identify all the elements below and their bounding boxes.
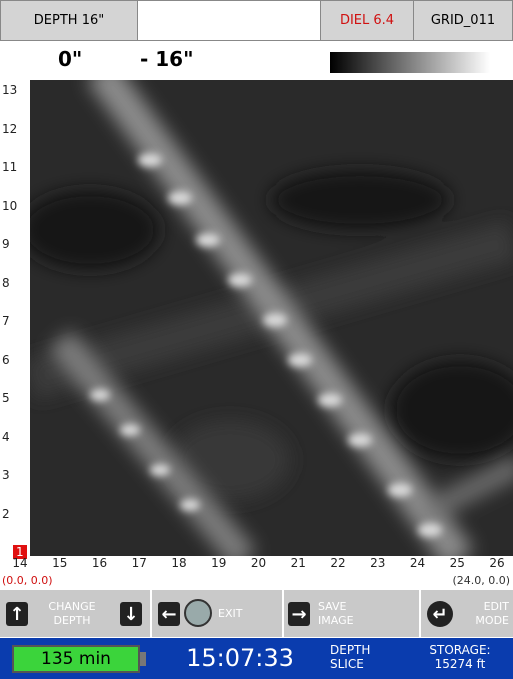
x-tick-label: 23: [370, 556, 386, 570]
y-tick-label: 11: [2, 160, 18, 174]
y-tick-label: 3: [2, 468, 10, 482]
x-tick-label: 17: [131, 556, 147, 570]
x-tick-label: 15: [52, 556, 68, 570]
button-label: EXIT: [218, 607, 243, 620]
grid-cell: GRID_011: [413, 0, 513, 41]
mode: DEPTH SLICE: [330, 643, 371, 671]
y-tick-label: 5: [2, 391, 10, 405]
color-scale: [330, 52, 490, 73]
y-tick-label: 13: [2, 83, 18, 97]
button-label: SAVE IMAGE: [318, 600, 354, 627]
storage: STORAGE: 15274 ft: [429, 643, 491, 671]
range-bottom: - 16": [140, 47, 194, 71]
coord-start: (0.0, 0.0): [2, 574, 53, 587]
button-label: CHANGE DEPTH: [48, 600, 96, 627]
x-tick-label: 18: [171, 556, 187, 570]
x-tick-label: 19: [211, 556, 227, 570]
x-tick-label: 16: [91, 556, 108, 570]
blank-cell: [137, 0, 321, 41]
battery: 135 min: [12, 645, 140, 673]
edit-mode-button[interactable]: ↵ EDIT MODE: [421, 590, 513, 637]
change-depth-button[interactable]: ↑ CHANGE DEPTH ↓: [0, 590, 150, 637]
y-tick-label: 4: [2, 429, 10, 444]
clock: 15:07:33: [186, 644, 294, 672]
y-tick-label: 8: [2, 275, 10, 290]
x-tick-label: 24: [409, 556, 426, 570]
depth-cell: DEPTH 16": [0, 0, 138, 41]
y-tick-label: 12: [2, 121, 18, 136]
battery-tip: [140, 652, 146, 666]
y-tick-label: 7: [2, 314, 10, 328]
x-tick-label: 25: [449, 556, 465, 570]
y-tick-label: 6: [2, 352, 10, 367]
y-tick-label: 10: [2, 198, 18, 213]
x-tick-label: 14: [12, 556, 28, 570]
x-tick-label: 20: [250, 556, 267, 570]
diel-cell: DIEL 6.4: [320, 0, 414, 41]
range-top: 0": [58, 47, 83, 71]
y-tick-label: 1: [13, 545, 27, 559]
y-tick-label: 2: [2, 506, 10, 521]
exit-button[interactable]: ← EXIT: [152, 590, 282, 637]
x-tick-label: 22: [330, 556, 346, 570]
button-label: EDIT MODE: [475, 600, 509, 627]
x-tick-label: 26: [489, 556, 505, 570]
save-image-button[interactable]: → SAVE IMAGE: [284, 590, 419, 637]
scan-image: [30, 80, 513, 556]
y-tick-label: 9: [2, 237, 10, 251]
x-tick-label: 21: [290, 556, 306, 570]
coord-end: (24.0, 0.0): [452, 574, 510, 587]
